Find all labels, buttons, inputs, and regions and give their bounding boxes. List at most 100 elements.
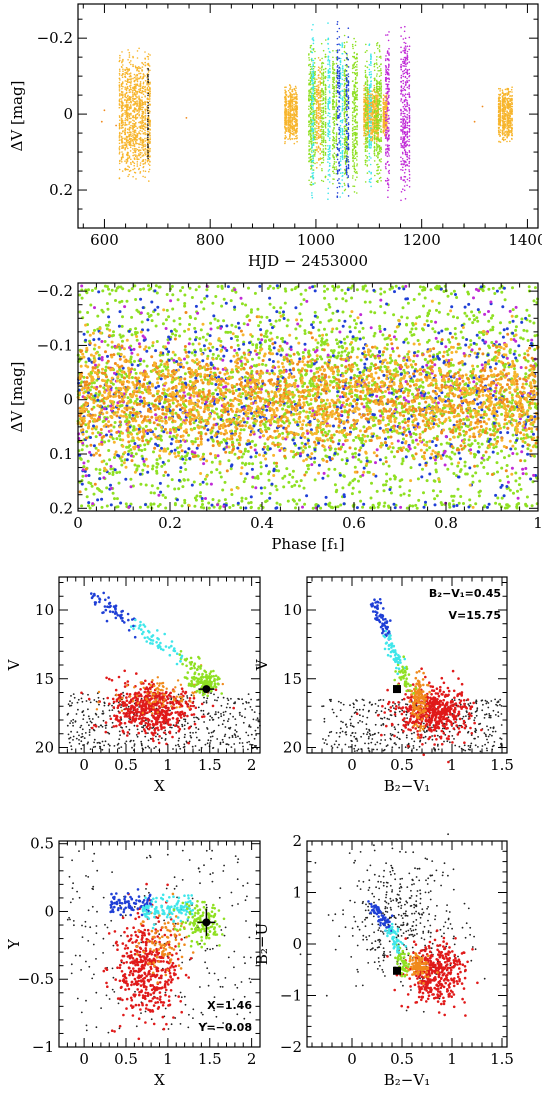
- data-point: [141, 108, 143, 111]
- data-point: [364, 160, 367, 162]
- data-point: [366, 128, 368, 130]
- data-point: [364, 81, 367, 83]
- data-point: [128, 173, 130, 176]
- data-point: [335, 99, 338, 101]
- data-point: [354, 65, 357, 68]
- data-point: [364, 113, 367, 115]
- data-point: [128, 114, 131, 116]
- data-point: [287, 108, 290, 111]
- data-point: [119, 132, 121, 135]
- data-point: [327, 156, 330, 158]
- data-point: [379, 55, 382, 58]
- data-point: [509, 108, 511, 111]
- data-point: [310, 44, 313, 47]
- data-point: [130, 75, 132, 78]
- data-point: [354, 85, 357, 87]
- data-point: [319, 158, 322, 160]
- data-point: [119, 101, 121, 103]
- data-point: [125, 71, 128, 74]
- data-point: [285, 128, 287, 131]
- data-point: [121, 113, 124, 116]
- data-point: [138, 150, 140, 152]
- data-point: [119, 70, 121, 72]
- data-point: [373, 146, 376, 149]
- data-point: [318, 112, 320, 114]
- data-point: [380, 90, 382, 92]
- data-point: [312, 124, 314, 126]
- data-point: [129, 96, 132, 99]
- data-point: [135, 125, 137, 128]
- data-point: [130, 117, 132, 120]
- data-point: [377, 173, 380, 175]
- data-point: [321, 136, 323, 138]
- data-point: [333, 132, 335, 135]
- data-point: [308, 73, 311, 75]
- data-point: [319, 93, 321, 95]
- data-point: [499, 112, 502, 114]
- data-point: [128, 69, 130, 72]
- data-point: [377, 91, 379, 93]
- data-point: [122, 64, 124, 66]
- data-point: [121, 87, 123, 90]
- data-point: [366, 124, 368, 127]
- data-point: [293, 103, 295, 106]
- data-point: [124, 86, 126, 89]
- data-point: [507, 108, 510, 110]
- data-point: [351, 80, 354, 82]
- data-point: [353, 170, 356, 173]
- data-point: [366, 106, 369, 109]
- data-point: [322, 154, 325, 157]
- data-point: [328, 108, 331, 111]
- data-point: [377, 96, 379, 98]
- data-point: [333, 158, 336, 161]
- data-point: [293, 134, 295, 136]
- data-point: [312, 129, 314, 131]
- data-point: [351, 129, 354, 132]
- data-point: [317, 151, 320, 153]
- data-point: [317, 114, 320, 117]
- data-point: [364, 161, 367, 164]
- data-point: [128, 143, 130, 146]
- data-point: [322, 161, 325, 164]
- data-point: [322, 145, 325, 147]
- data-point: [380, 118, 383, 120]
- data-point: [507, 93, 510, 95]
- data-point: [287, 111, 290, 114]
- data-point: [322, 129, 325, 131]
- data-point: [343, 79, 346, 82]
- data-point: [356, 172, 358, 174]
- data-point: [356, 53, 359, 55]
- data-point: [501, 114, 504, 117]
- data-point: [317, 109, 320, 112]
- data-point: [308, 160, 310, 163]
- data-point: [122, 93, 124, 95]
- data-point: [128, 89, 131, 92]
- data-point: [139, 133, 142, 135]
- data-point: [127, 81, 129, 83]
- data-point: [128, 123, 130, 125]
- data-point: [379, 150, 382, 152]
- data-point: [142, 111, 144, 114]
- data-point: [511, 132, 513, 135]
- data-point: [373, 65, 376, 68]
- data-point: [335, 62, 338, 65]
- data-point: [136, 142, 138, 145]
- data-point: [118, 99, 121, 101]
- data-point: [293, 98, 295, 101]
- data-point: [149, 132, 151, 134]
- data-point: [332, 166, 334, 169]
- data-point: [335, 119, 338, 121]
- data-point: [131, 90, 134, 92]
- data-point: [321, 169, 323, 172]
- data-point: [501, 130, 504, 132]
- data-point: [504, 105, 506, 108]
- data-point: [136, 109, 138, 111]
- data-point: [314, 135, 316, 138]
- data-point: [333, 145, 335, 148]
- data-point: [352, 175, 354, 177]
- data-point: [319, 99, 322, 102]
- data-point: [327, 100, 330, 103]
- data-point: [324, 56, 327, 58]
- data-point: [121, 81, 124, 83]
- data-point: [356, 143, 359, 146]
